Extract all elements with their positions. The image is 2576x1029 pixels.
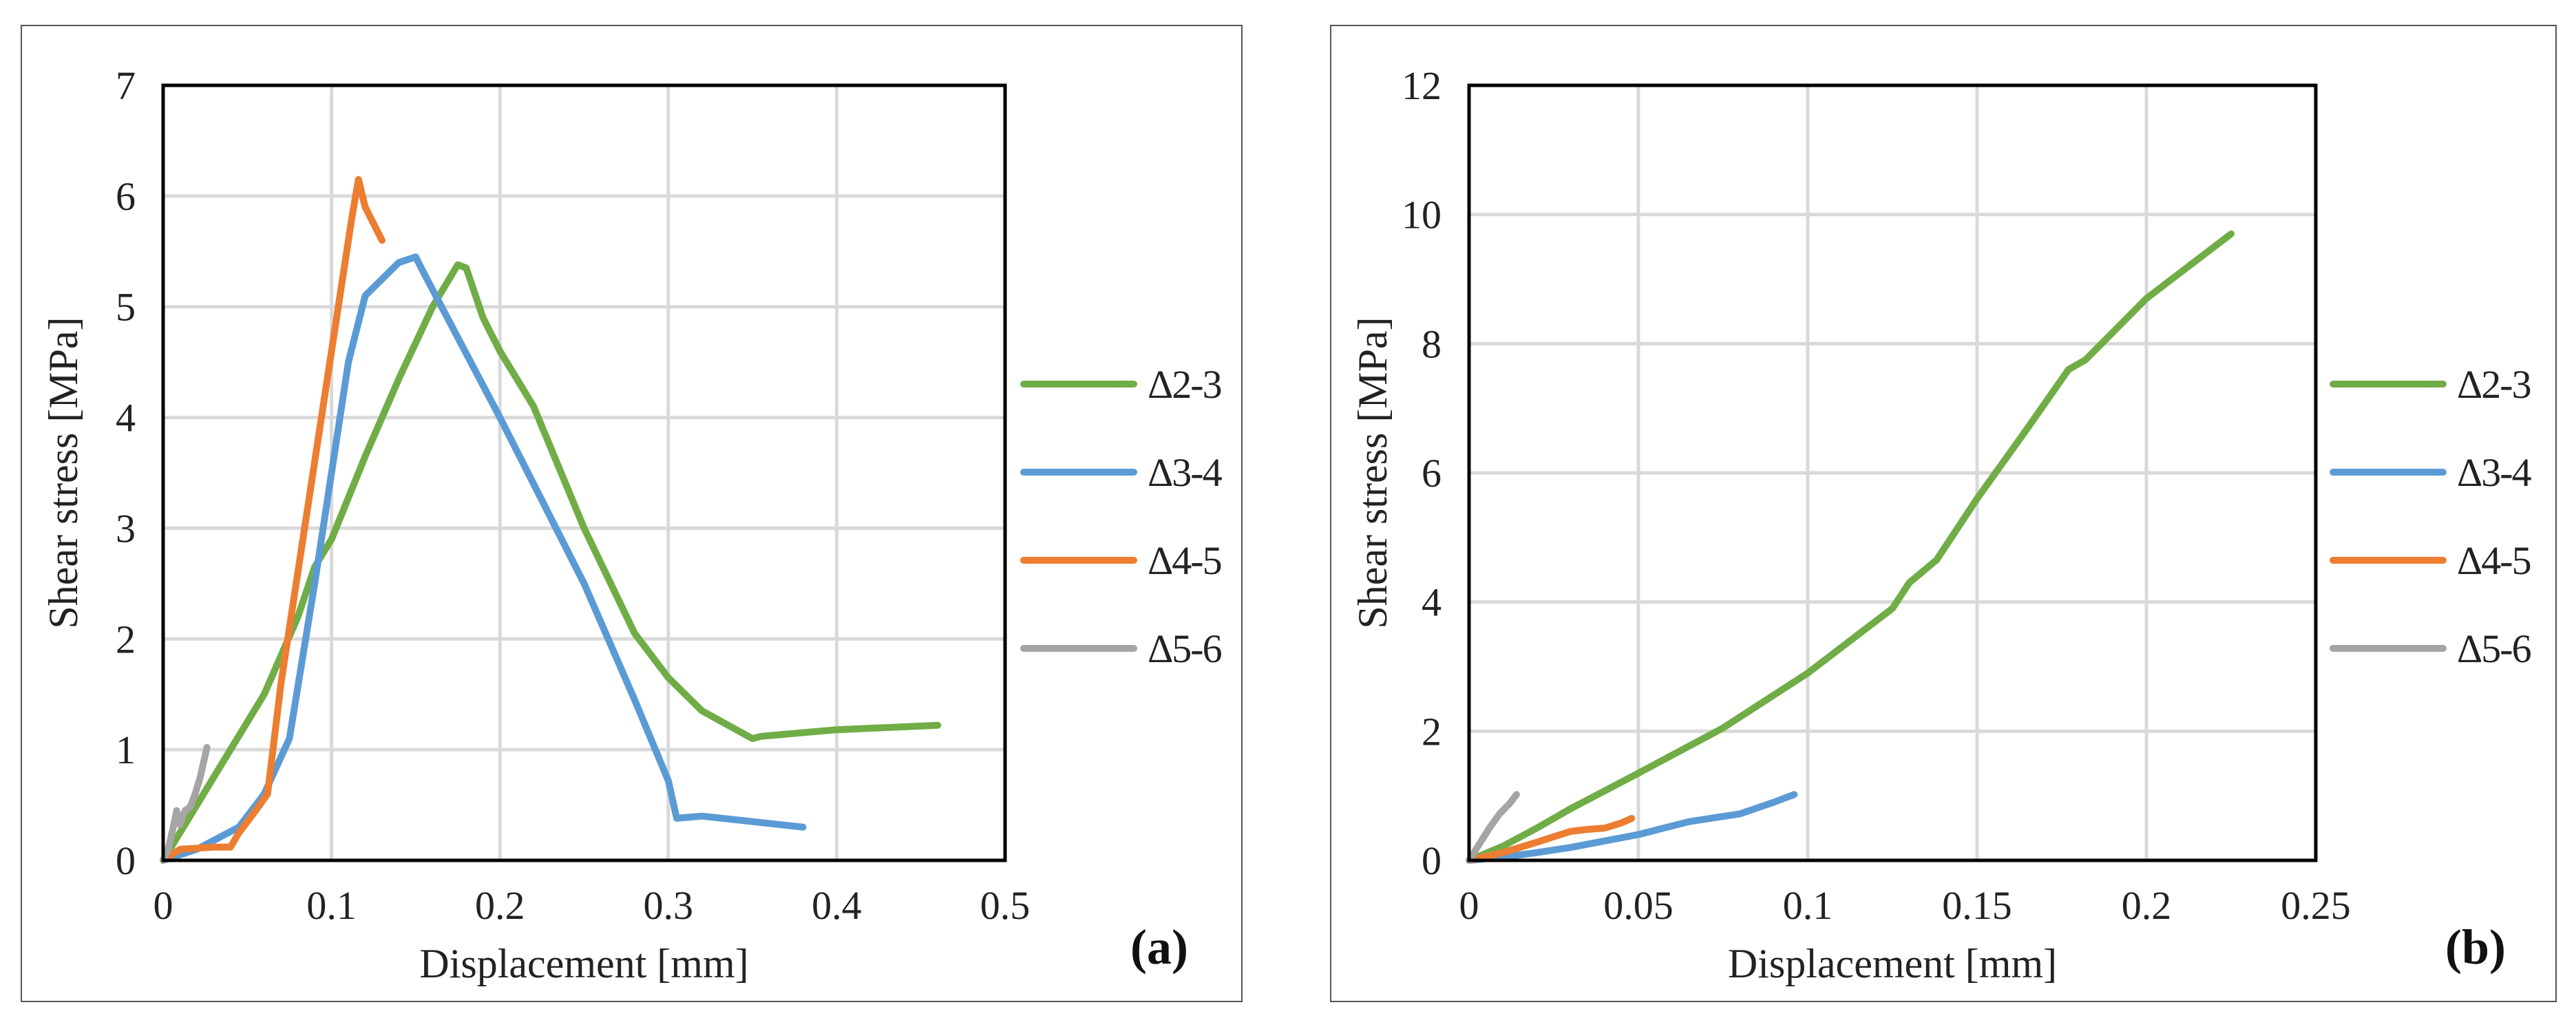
y-tick-label: 6 (1422, 451, 1442, 496)
y-tick-label: 1 (116, 728, 136, 772)
y-axis-title: Shear stress [MPa] (41, 317, 86, 628)
y-tick-label: 4 (1422, 580, 1442, 625)
y-tick-label: 5 (116, 285, 136, 330)
x-tick-label: 0.1 (306, 883, 357, 928)
legend-label: Δ3-4 (1148, 450, 1223, 495)
x-tick-label: 0.25 (2281, 883, 2351, 928)
y-axis-title: Shear stress [MPa] (1350, 317, 1395, 628)
series-line-5-6 (1466, 791, 1520, 864)
y-tick-label: 10 (1402, 193, 1442, 237)
y-tick-label: 0 (116, 838, 136, 883)
series-line-5-6 (160, 743, 211, 864)
series-line-2-3 (1466, 230, 2235, 864)
x-tick-label: 0.2 (2122, 883, 2172, 928)
x-tick-label: 0.5 (980, 883, 1031, 928)
y-tick-label: 2 (116, 617, 136, 661)
x-tick-label: 0.1 (1783, 883, 1833, 928)
panel-label: (b) (2445, 920, 2506, 975)
chart-panel-a: 0 0.1 0.2 0.3 0.4 0.5 0 1 2 3 4 5 6 7 Displacement [mm… (21, 25, 1243, 1002)
y-tick-label: 3 (116, 506, 136, 551)
y-tick-label: 6 (116, 174, 136, 219)
x-tick-label: 0 (154, 883, 173, 928)
x-axis-title: Displacement [mm] (1728, 941, 2057, 986)
legend-label: Δ3-4 (2457, 450, 2532, 495)
x-tick-label: 0.2 (475, 883, 525, 928)
x-tick-label: 0 (1459, 883, 1479, 928)
legend-label: Δ2-3 (2457, 362, 2531, 407)
series-line-4-5 (160, 176, 386, 864)
x-axis-title: Displacement [mm] (419, 941, 748, 986)
legend-label: Δ4-5 (1148, 538, 1221, 583)
y-tick-label: 0 (1422, 838, 1442, 883)
y-tick-label: 8 (1422, 321, 1442, 366)
legend-label: Δ2-3 (1148, 362, 1221, 407)
legend-label: Δ5-6 (2457, 626, 2531, 671)
chart-b-svg: 0 0.05 0.1 0.15 0.2 0.25 0 2 4 6 8 10 12 Displacement… (1350, 63, 2533, 986)
series-line-3-4 (160, 253, 807, 864)
plot-area-frame (161, 83, 1007, 862)
y-tick-label: 4 (116, 396, 136, 441)
chart-a-svg: 0 0.1 0.2 0.3 0.4 0.5 0 1 2 3 4 5 6 7 Displacement [mm… (41, 63, 1224, 986)
legend-label: Δ4-5 (2457, 538, 2531, 583)
y-tick-label: 7 (116, 63, 136, 108)
x-tick-label: 0.4 (812, 883, 862, 928)
series-line-3-4 (1466, 791, 1798, 864)
series-line-4-5 (1466, 815, 1636, 864)
plot-area-frame (1467, 83, 2318, 862)
panel-label: (a) (1130, 920, 1188, 975)
x-tick-label: 0.15 (1942, 883, 2012, 928)
x-tick-label: 0.05 (1603, 883, 1674, 928)
chart-panel-b: 0 0.05 0.1 0.15 0.2 0.25 0 2 4 6 8 10 12 Displacement… (1330, 25, 2557, 1002)
x-tick-label: 0.3 (644, 883, 694, 928)
y-tick-label: 12 (1402, 63, 1442, 108)
y-tick-label: 2 (1422, 709, 1442, 754)
legend-label: Δ5-6 (1148, 626, 1222, 671)
series-line-2-3 (160, 261, 942, 864)
